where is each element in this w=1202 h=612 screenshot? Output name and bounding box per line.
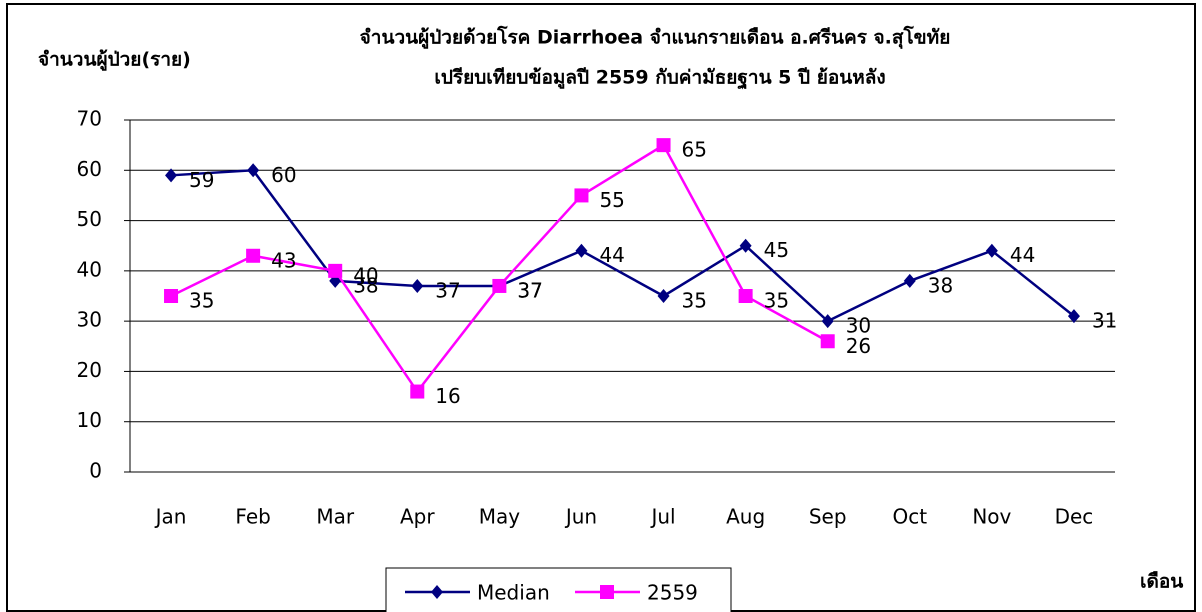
y-tick-label: 50 [77, 207, 102, 231]
marker [247, 163, 260, 178]
data-label: 26 [846, 334, 871, 358]
y-tick-label: 20 [77, 358, 102, 382]
legend-label: Median [477, 581, 550, 605]
marker [903, 273, 916, 288]
chart-subtitle: เปรียบเทียบข้อมูลปี 2559 กับค่ามัธยฐาน 5… [434, 67, 885, 91]
data-label: 30 [846, 314, 871, 338]
line [170, 168, 1075, 323]
x-tick-label: Oct [892, 505, 927, 529]
y-tick-label: 70 [77, 107, 102, 131]
x-tick-label: May [479, 505, 521, 529]
data-label: 44 [599, 243, 624, 267]
x-tick-label: Apr [400, 505, 435, 529]
x-tick-label: Mar [316, 505, 355, 529]
chart-title: จำนวนผู้ป่วยด้วยโรค Diarrhoea จำแนกรายเด… [360, 26, 951, 50]
x-tick-label: Nov [972, 505, 1011, 529]
y-tick-label: 10 [77, 408, 102, 432]
data-label: 38 [353, 273, 378, 297]
x-tick-label: Aug [726, 505, 765, 529]
x-axis-label: เดือน [1140, 571, 1183, 593]
x-tick-label: Feb [235, 505, 270, 529]
marker [821, 314, 834, 329]
y-axis-label: จำนวนผู้ป่วย(ราย) [38, 49, 191, 72]
marker [820, 334, 835, 349]
marker [411, 278, 424, 293]
data-label: 38 [928, 273, 953, 297]
x-tick-label: Jun [564, 505, 597, 529]
y-tick-label: 60 [77, 157, 102, 181]
data-label: 35 [764, 289, 789, 313]
data-label: 44 [1010, 243, 1035, 267]
marker [164, 289, 179, 303]
marker [165, 168, 178, 183]
x-tick-label: Jan [154, 505, 187, 529]
data-label: 59 [189, 168, 214, 192]
y-tick-label: 30 [77, 308, 102, 332]
x-tick-label: Dec [1055, 505, 1094, 529]
data-label: 35 [189, 289, 214, 313]
data-label: 55 [599, 188, 624, 212]
data-label: 43 [271, 248, 296, 272]
x-tick-label: Jul [649, 505, 675, 529]
data-label: 16 [435, 384, 460, 408]
data-label: 37 [517, 278, 542, 302]
marker [738, 289, 753, 303]
marker [739, 238, 752, 253]
data-label: 37 [517, 278, 542, 302]
data-label: 31 [1092, 309, 1117, 333]
data-label: 35 [682, 289, 707, 313]
marker [656, 138, 671, 153]
line [170, 143, 829, 394]
data-label: 65 [682, 138, 707, 162]
marker [575, 243, 588, 258]
data-label: 60 [271, 163, 296, 187]
marker [574, 188, 589, 203]
data-label: 37 [435, 278, 460, 302]
marker [492, 278, 507, 293]
y-tick-label: 0 [89, 459, 102, 483]
data-label: 45 [764, 238, 789, 262]
marker [431, 585, 443, 599]
legend-label: 2559 [647, 581, 698, 605]
legend [385, 567, 732, 612]
marker [985, 243, 998, 258]
marker [410, 384, 425, 399]
marker [246, 248, 261, 263]
marker [600, 585, 614, 599]
x-tick-label: Sep [809, 505, 847, 529]
marker [1067, 309, 1080, 324]
marker [657, 289, 670, 303]
y-tick-label: 40 [77, 257, 102, 281]
marker [328, 263, 343, 278]
data-label: 40 [353, 263, 378, 287]
